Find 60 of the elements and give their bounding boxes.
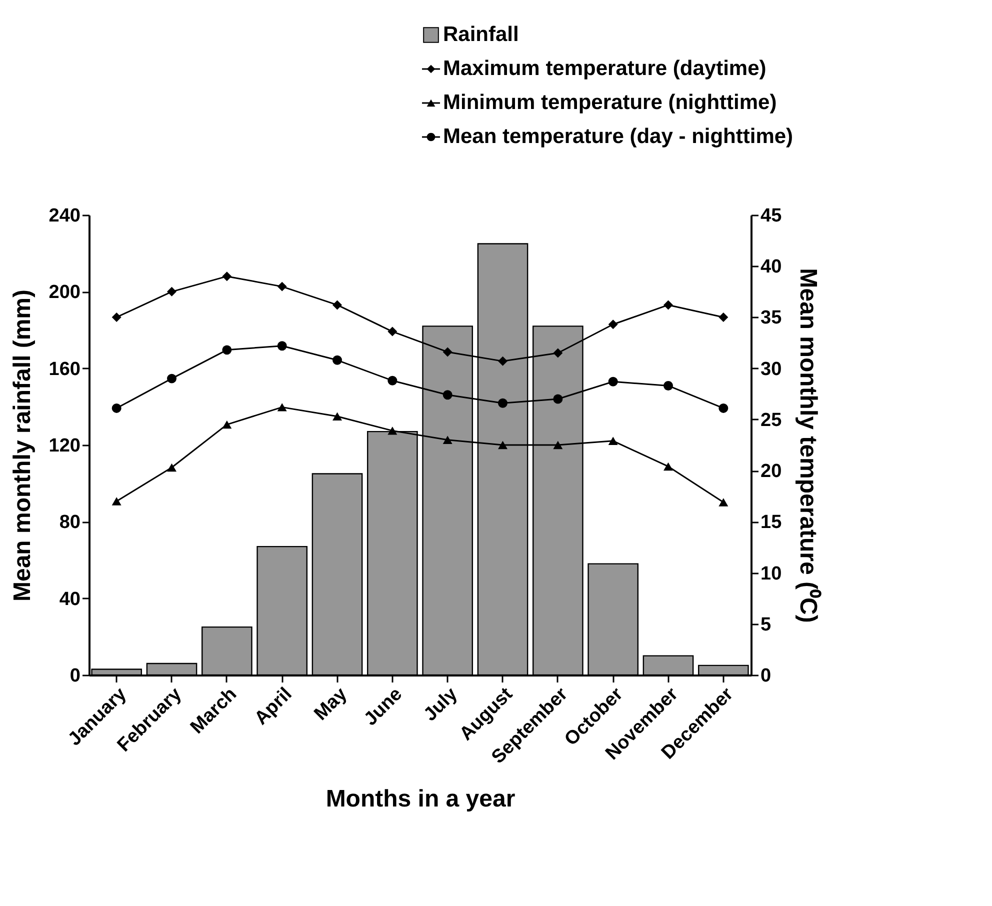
point [718,498,728,506]
point [277,341,287,351]
point [608,320,618,330]
point [442,436,452,444]
y-tick-label: 200 [48,282,80,304]
legend-label: Mean temperature (day - nighttime) [443,125,794,148]
point [167,463,176,472]
point [332,355,342,365]
point [442,347,452,357]
point [167,374,176,384]
x-axis-title: Months in a year [326,785,516,812]
point [332,300,342,310]
point [167,286,176,296]
legend-label: Minimum temperature (nighttime) [443,91,777,114]
point [498,398,508,408]
y-tick-label: 40 [59,588,80,610]
y-tick-label: 240 [48,206,80,226]
point [388,326,398,336]
y2-tick-label: 45 [760,206,782,226]
point [388,426,398,435]
point [277,403,287,412]
point [222,345,232,355]
legend-label: Maximum temperature (daytime) [443,57,766,80]
point [442,390,452,400]
point [498,440,508,450]
point [664,462,673,471]
y2-tick-label: 20 [760,461,782,482]
point [222,272,232,282]
point [277,282,287,292]
point [112,312,122,322]
y2-tick-label: 0 [760,666,772,686]
point [553,348,563,358]
y-axis-title: Mean monthly rainfall (mm) [8,289,36,602]
point [553,440,563,450]
y2-tick-label: 35 [760,308,782,329]
y-tick-label: 80 [59,512,80,534]
point [112,403,122,413]
y-tick-label: 0 [70,666,80,686]
point [388,376,398,386]
point [608,436,618,446]
legend-label: Rainfall [443,23,519,46]
point [332,412,342,420]
point [664,380,673,390]
point [498,356,508,366]
y2-tick-label: 40 [760,256,782,278]
point [664,300,673,310]
point [718,312,728,322]
y2-axis-title: Mean monthly temperature (⁰C) [794,268,822,623]
y2-tick-label: 25 [760,410,782,431]
point [222,420,232,429]
point [608,376,618,386]
y-tick-label: 120 [48,436,80,456]
point [553,394,563,404]
y2-tick-label: 5 [760,614,772,636]
y2-tick-label: 30 [760,358,782,380]
point [112,497,122,506]
y-tick-label: 160 [48,358,80,380]
y2-tick-label: 10 [760,563,782,584]
y2-tick-label: 15 [760,512,782,534]
point [718,403,728,413]
